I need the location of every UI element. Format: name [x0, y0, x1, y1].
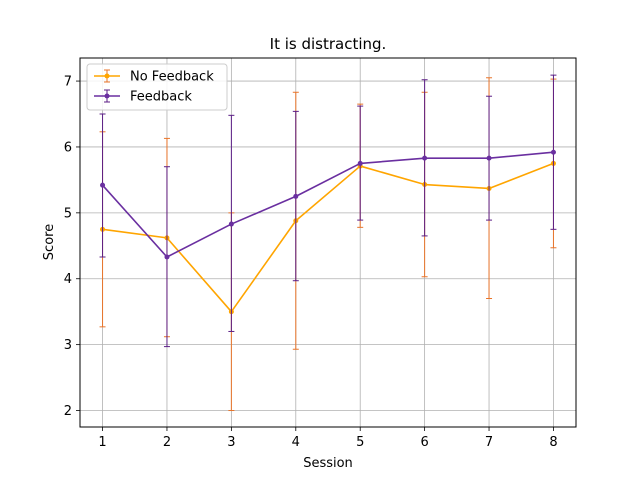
data-point: [293, 193, 299, 199]
series-layer: [99, 74, 557, 412]
y-tick-label: 3: [64, 338, 72, 353]
series-feedback: [99, 74, 557, 348]
legend-label: No Feedback: [130, 70, 214, 85]
series-line: [102, 162, 554, 313]
y-tick-label: 5: [64, 206, 72, 221]
y-tick-label: 2: [64, 404, 72, 419]
legend-marker: [104, 93, 110, 99]
data-point: [422, 155, 428, 161]
x-axis: 1 2 3 4 5 6 7 8: [98, 427, 558, 450]
data-point: [357, 160, 363, 166]
data-point: [164, 254, 170, 260]
chart-title: It is distracting.: [270, 35, 387, 53]
legend-entry: Feedback: [94, 89, 192, 105]
legend-entry: No Feedback: [94, 69, 214, 85]
legend-box: [86, 63, 228, 111]
data-point: [486, 155, 492, 161]
x-tick-label: 2: [163, 435, 171, 450]
plot-frame: [79, 57, 577, 428]
data-point: [550, 149, 556, 155]
x-axis-label: Session: [303, 456, 353, 471]
y-axis-label: Score: [42, 224, 57, 260]
data-point: [228, 221, 234, 227]
data-point: [100, 182, 106, 188]
y-axis: 2 3 4 5 6 7: [64, 75, 80, 419]
series-line: [101, 151, 554, 258]
legend: No Feedback Feedback: [86, 63, 228, 111]
x-tick-label: 3: [227, 435, 235, 450]
legend-label: Feedback: [130, 90, 192, 105]
y-tick-label: 6: [64, 140, 72, 155]
x-tick-label: 6: [420, 435, 428, 450]
legend-marker: [104, 73, 110, 79]
x-tick-label: 1: [98, 435, 106, 450]
x-tick-label: 8: [549, 435, 557, 450]
x-tick-label: 5: [356, 435, 364, 450]
x-tick-label: 4: [292, 435, 300, 450]
y-tick-label: 7: [64, 75, 72, 90]
x-tick-label: 7: [485, 435, 493, 450]
y-tick-label: 4: [64, 272, 72, 287]
